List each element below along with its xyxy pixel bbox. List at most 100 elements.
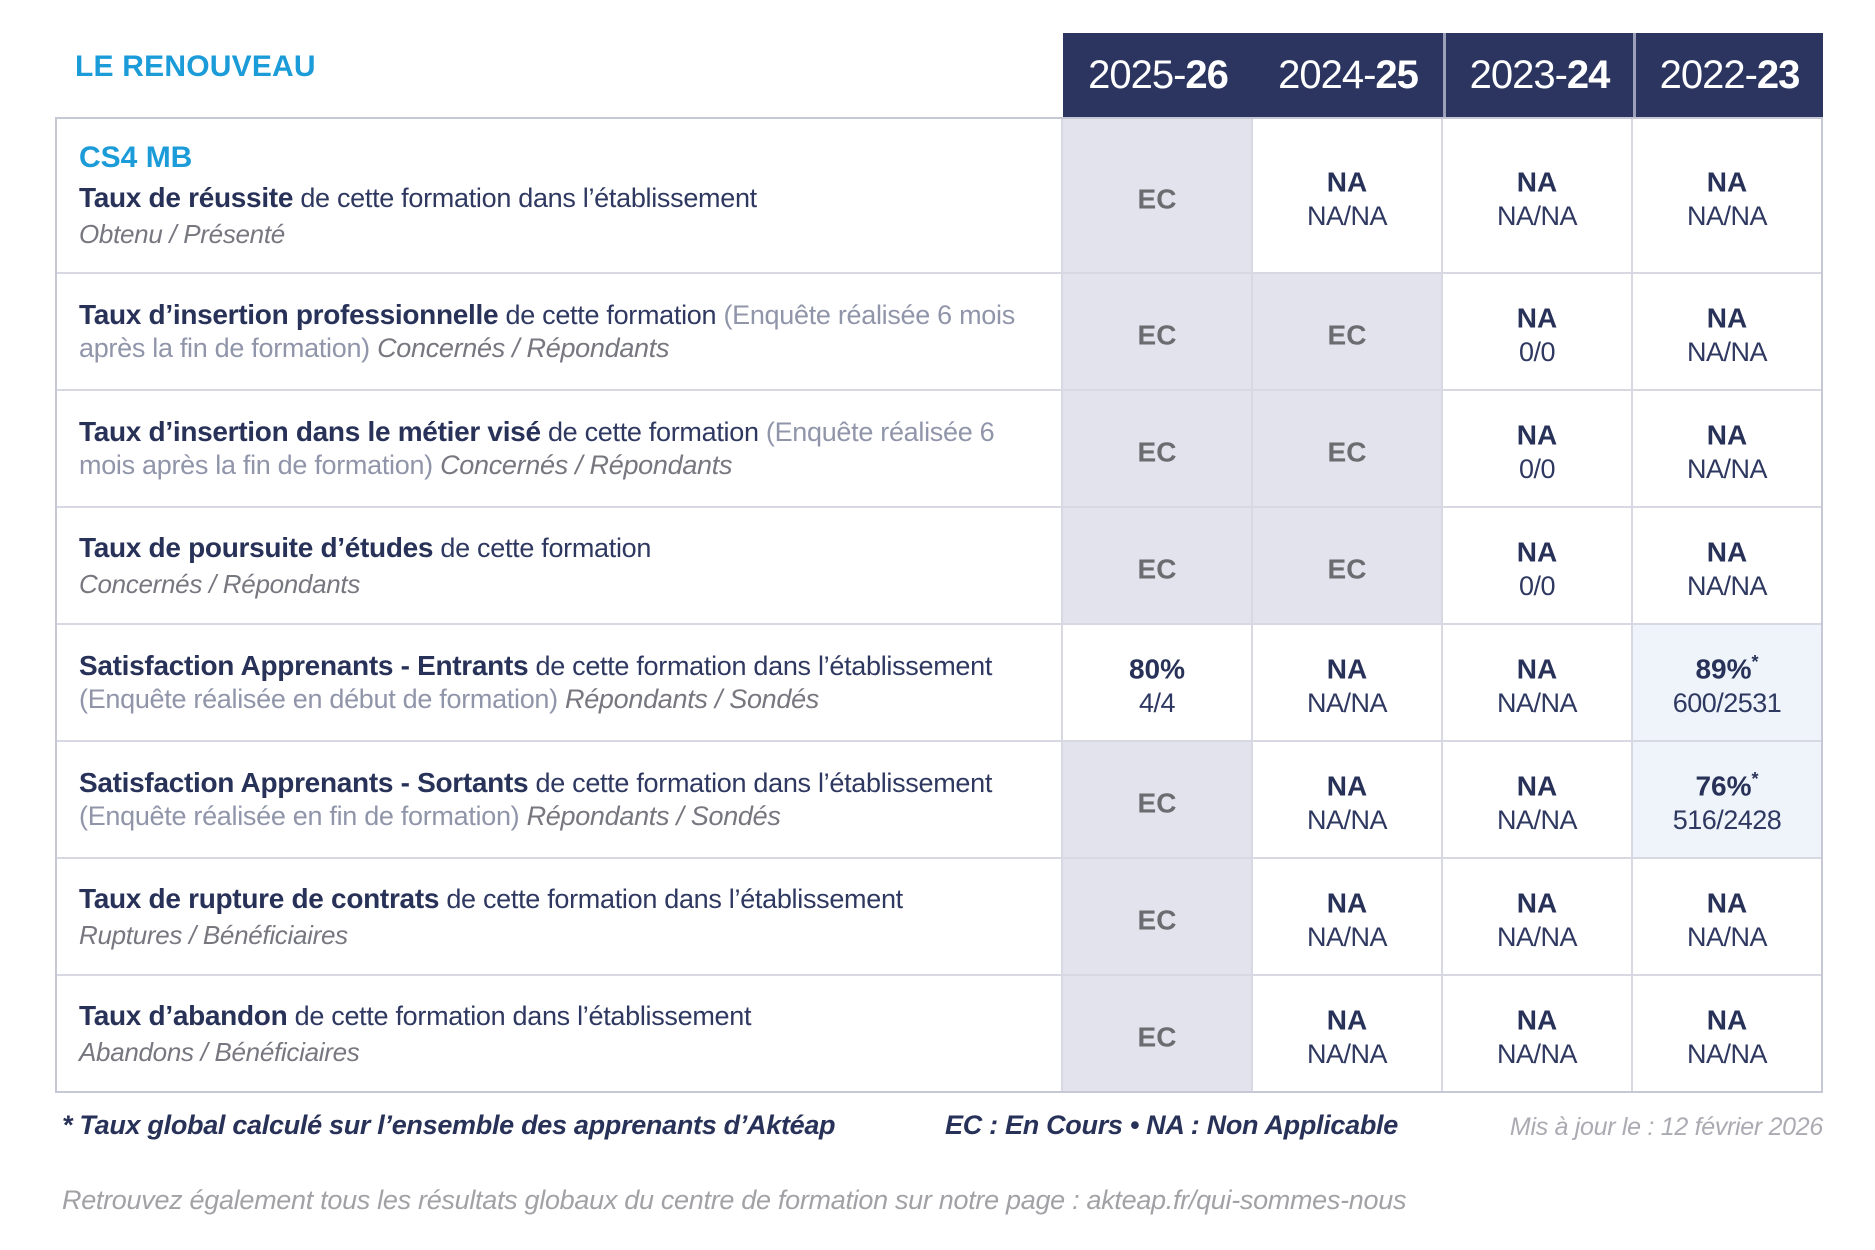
value-cell: EC (1061, 274, 1251, 389)
cell-value: NA (1326, 887, 1368, 919)
table-row: Taux d’abandon de cette formation dans l… (57, 974, 1821, 1091)
row-title-desc: de cette formation dans l’établissement (535, 768, 993, 798)
row-title: Taux d’insertion dans le métier visé de … (79, 415, 1047, 482)
row-label-satisfaction-sortants: Satisfaction Apprenants - Sortants de ce… (57, 742, 1061, 857)
cell-value: NA (1706, 302, 1748, 334)
row-title-paren: (Enquête réalisée 6 mois après la fin de… (79, 300, 1015, 363)
year-prefix: 2022- (1659, 53, 1758, 97)
row-title-bold: Taux d’insertion dans le métier visé (79, 416, 541, 447)
cell-value: EC (1137, 436, 1177, 468)
cell-detail: NA/NA (1686, 336, 1768, 367)
cell-value: NA (1516, 536, 1558, 568)
year-header-2022-23: 2022- 23 (1633, 33, 1823, 118)
cell-detail: NA/NA (1686, 453, 1768, 484)
row-label-rupture-contrats: Taux de rupture de contrats de cette for… (57, 859, 1061, 974)
value-cell: NA NA/NA (1631, 274, 1821, 389)
cell-detail: NA/NA (1306, 921, 1388, 952)
cell-value: NA (1516, 302, 1558, 334)
cell-asterisk: * (1751, 652, 1759, 673)
row-title-bold: Taux de poursuite d’études (79, 532, 434, 563)
row-title-ratio-label: Répondants / Sondés (565, 684, 820, 714)
table-row: CS4 MB Taux de réussite de cette formati… (57, 119, 1821, 272)
row-label-poursuite-etudes: Taux de poursuite d’études de cette form… (57, 508, 1061, 623)
row-title: Satisfaction Apprenants - Entrants de ce… (79, 649, 1047, 716)
year-suffix: 24 (1566, 53, 1610, 97)
value-cell: NA NA/NA (1251, 119, 1441, 272)
cell-detail: NA/NA (1496, 921, 1578, 952)
value-cell: 76%* 516/2428 (1631, 742, 1821, 857)
row-subtitle: Obtenu / Présenté (79, 219, 285, 249)
value-cell: 80% 4/4 (1061, 625, 1251, 740)
cell-detail: NA/NA (1306, 687, 1388, 718)
row-title-ratio-label: Concernés / Répondants (377, 333, 670, 363)
cell-detail: 4/4 (1138, 687, 1176, 718)
value-cell: NA NA/NA (1631, 508, 1821, 623)
value-cell: NA NA/NA (1251, 976, 1441, 1091)
row-subtitle: Abandons / Bénéficiaires (79, 1037, 360, 1067)
cell-value: NA (1516, 419, 1558, 451)
row-title-bold: Taux de rupture de contrats (79, 883, 440, 914)
row-title-desc: de cette formation (440, 533, 652, 563)
table-row: Taux d’insertion dans le métier visé de … (57, 389, 1821, 506)
value-cell: NA NA/NA (1251, 742, 1441, 857)
cell-detail: NA/NA (1496, 687, 1578, 718)
cell-value: EC (1137, 787, 1177, 819)
cell-value: NA (1516, 653, 1558, 685)
cell-value: NA (1326, 653, 1368, 685)
cell-value: NA (1516, 1004, 1558, 1036)
course-code: CS4 MB (79, 141, 193, 174)
row-subtitle: Ruptures / Bénéficiaires (79, 920, 348, 950)
cell-detail: NA/NA (1496, 200, 1578, 231)
cell-value: 89% (1695, 653, 1752, 685)
year-prefix: 2024- (1278, 53, 1376, 97)
results-table: CS4 MB Taux de réussite de cette formati… (55, 117, 1823, 1093)
cell-value: NA (1326, 166, 1368, 198)
row-title-paren: (Enquête réalisée 6 mois après la fin de… (79, 417, 995, 480)
cell-value: EC (1137, 183, 1177, 215)
row-title-desc: de cette formation (547, 417, 759, 447)
value-cell: NA NA/NA (1441, 625, 1631, 740)
year-header-2025-26: 2025- 26 (1063, 33, 1253, 118)
row-title: Taux de rupture de contrats de cette for… (79, 882, 1047, 916)
year-prefix: 2023- (1469, 53, 1568, 97)
row-title-paren: (Enquête réalisée en début de formation) (79, 684, 558, 714)
row-title-bold: Taux d’insertion professionnelle (79, 299, 499, 330)
year-header-2023-24: 2023- 24 (1443, 33, 1633, 118)
row-title: Taux de réussite de cette formation dans… (79, 181, 1047, 215)
value-cell: NA NA/NA (1631, 859, 1821, 974)
value-cell: NA 0/0 (1441, 274, 1631, 389)
cell-value: EC (1137, 904, 1177, 936)
cell-detail: NA/NA (1496, 1038, 1578, 1069)
row-title-desc: de cette formation (505, 300, 717, 330)
cell-value: NA (1706, 536, 1748, 568)
year-suffix: 26 (1185, 53, 1228, 97)
cell-detail: NA/NA (1686, 200, 1768, 231)
table-row: Taux de poursuite d’études de cette form… (57, 506, 1821, 623)
row-title-desc: de cette formation dans l’établissement (446, 884, 903, 914)
cell-value: NA (1516, 887, 1558, 919)
row-title: Taux d’insertion professionnelle de cett… (79, 298, 1047, 365)
cell-detail: NA/NA (1306, 1038, 1388, 1069)
year-header-band: 2025- 26 2024- 25 2023- 24 2022- 23 (1063, 33, 1823, 118)
year-suffix: 25 (1375, 53, 1418, 97)
cell-value: NA (1706, 887, 1748, 919)
value-cell: NA NA/NA (1631, 119, 1821, 272)
row-label-insertion-professionnelle: Taux d’insertion professionnelle de cett… (57, 274, 1061, 389)
value-cell: EC (1061, 976, 1251, 1091)
cell-value: NA (1516, 770, 1558, 802)
row-title: Taux de poursuite d’études de cette form… (79, 531, 1047, 565)
cell-detail: NA/NA (1686, 921, 1768, 952)
row-title-paren: (Enquête réalisée en fin de formation) (79, 801, 520, 831)
cell-detail: 600/2531 (1672, 687, 1782, 718)
row-title-desc: de cette formation dans l’établissement (294, 1001, 752, 1031)
row-title: Satisfaction Apprenants - Sortants de ce… (79, 766, 1047, 833)
value-cell: NA NA/NA (1251, 859, 1441, 974)
value-cell: EC (1251, 274, 1441, 389)
value-cell: NA 0/0 (1441, 508, 1631, 623)
row-title-bold: Satisfaction Apprenants - Sortants (79, 767, 529, 798)
row-label-taux-reussite: CS4 MB Taux de réussite de cette formati… (57, 119, 1061, 272)
cell-detail: NA/NA (1306, 804, 1388, 835)
row-label-satisfaction-entrants: Satisfaction Apprenants - Entrants de ce… (57, 625, 1061, 740)
value-cell: EC (1061, 391, 1251, 506)
year-header-2024-25: 2024- 25 (1253, 33, 1443, 118)
